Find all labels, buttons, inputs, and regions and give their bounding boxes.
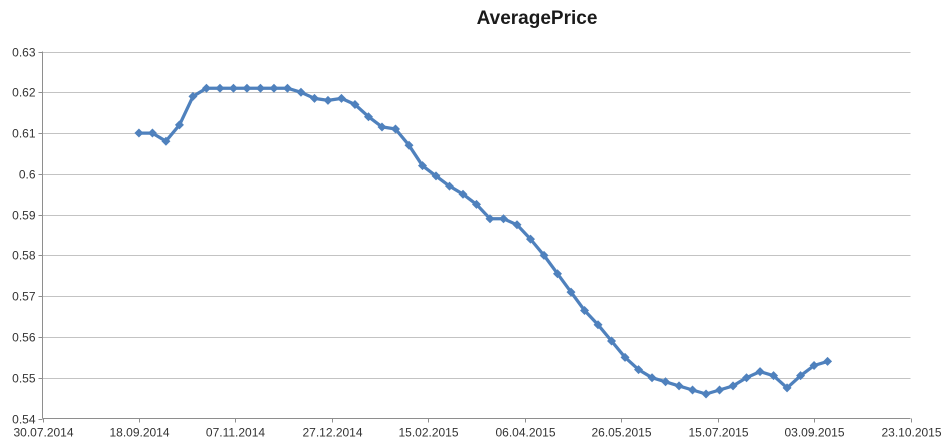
series-AveragePrice — [134, 83, 833, 399]
data-point-marker — [323, 95, 333, 105]
data-point-marker — [580, 305, 590, 315]
x-tick-label: 30.07.2014 — [13, 426, 73, 440]
data-point-marker — [444, 181, 454, 191]
x-tick-label: 23.10.2015 — [881, 426, 941, 440]
data-point-marker — [282, 83, 292, 93]
data-point-marker — [553, 269, 563, 279]
x-tick-label: 03.09.2015 — [784, 426, 844, 440]
data-point-marker — [485, 214, 495, 224]
chart-title: AveragePrice — [476, 8, 598, 29]
data-point-marker — [309, 93, 319, 103]
data-point-marker — [296, 87, 306, 97]
y-tick-label: 0.59 — [12, 209, 36, 223]
data-point-marker — [174, 120, 184, 130]
data-point-marker — [188, 91, 198, 101]
y-tick-label: 0.63 — [12, 46, 36, 60]
data-point-marker — [350, 100, 360, 110]
data-point-marker — [215, 83, 225, 93]
data-point-marker — [134, 128, 144, 138]
data-point-marker — [620, 352, 630, 362]
data-point-marker — [634, 365, 644, 375]
data-point-marker — [336, 93, 346, 103]
data-point-marker — [390, 124, 400, 134]
data-point-marker — [404, 140, 414, 150]
data-point-marker — [499, 214, 509, 224]
y-tick-label: 0.57 — [12, 290, 36, 304]
data-point-marker — [661, 377, 671, 387]
x-axis-labels: 30.07.2014 18.09.2014 07.11.2014 27.12.2014… — [13, 426, 941, 440]
data-point-marker — [431, 171, 441, 181]
y-tick-label: 0.61 — [12, 127, 36, 141]
data-point-marker — [647, 373, 657, 383]
data-point-marker — [363, 112, 373, 122]
data-point-marker — [377, 122, 387, 132]
data-point-marker — [715, 385, 725, 395]
data-point-marker — [417, 161, 427, 171]
y-tick-label: 0.6 — [19, 168, 36, 182]
data-point-marker — [809, 360, 819, 370]
data-point-marker — [566, 287, 576, 297]
data-point-marker — [255, 83, 265, 93]
data-point-marker — [728, 381, 738, 391]
data-point-marker — [742, 373, 752, 383]
y-axis-labels: 0.54 0.55 0.56 0.57 0.58 0.59 0.6 0.61 0.62 0.63 — [12, 46, 36, 427]
data-point-marker — [269, 83, 279, 93]
data-point-marker — [688, 385, 698, 395]
series-line — [137, 86, 830, 396]
data-point-marker — [242, 83, 252, 93]
data-point-marker — [782, 383, 792, 393]
data-point-marker — [228, 83, 238, 93]
data-point-marker — [823, 356, 833, 366]
x-tick-label: 27.12.2014 — [302, 426, 362, 440]
data-point-marker — [147, 128, 157, 138]
data-point-marker — [769, 371, 779, 381]
data-point-marker — [201, 83, 211, 93]
data-point-marker — [755, 367, 765, 377]
x-tick-label: 15.07.2015 — [688, 426, 748, 440]
gridlines — [42, 52, 911, 379]
x-tick-label: 26.05.2015 — [591, 426, 651, 440]
y-tick-label: 0.55 — [12, 372, 36, 386]
x-tick-label: 07.11.2014 — [206, 426, 265, 440]
y-tick-label: 0.56 — [12, 331, 36, 345]
data-point-marker — [512, 220, 522, 230]
data-point-marker — [796, 371, 806, 381]
axes — [42, 51, 911, 419]
x-tick-label: 18.09.2014 — [109, 426, 169, 440]
x-tick-label: 15.02.2015 — [398, 426, 458, 440]
y-axis-ticks — [38, 52, 43, 420]
y-tick-label: 0.54 — [12, 413, 36, 427]
x-axis-ticks — [43, 418, 912, 423]
data-point-marker — [458, 189, 468, 199]
data-point-marker — [593, 320, 603, 330]
data-point-marker — [674, 381, 684, 391]
x-tick-label: 06.04.2015 — [495, 426, 555, 440]
data-point-marker — [472, 199, 481, 209]
data-point-marker — [607, 336, 617, 346]
data-point-marker — [526, 234, 536, 244]
y-tick-label: 0.62 — [12, 86, 36, 100]
data-point-marker — [161, 136, 171, 146]
data-point-marker — [539, 250, 549, 260]
y-tick-label: 0.58 — [12, 249, 36, 263]
data-point-marker — [701, 389, 711, 399]
